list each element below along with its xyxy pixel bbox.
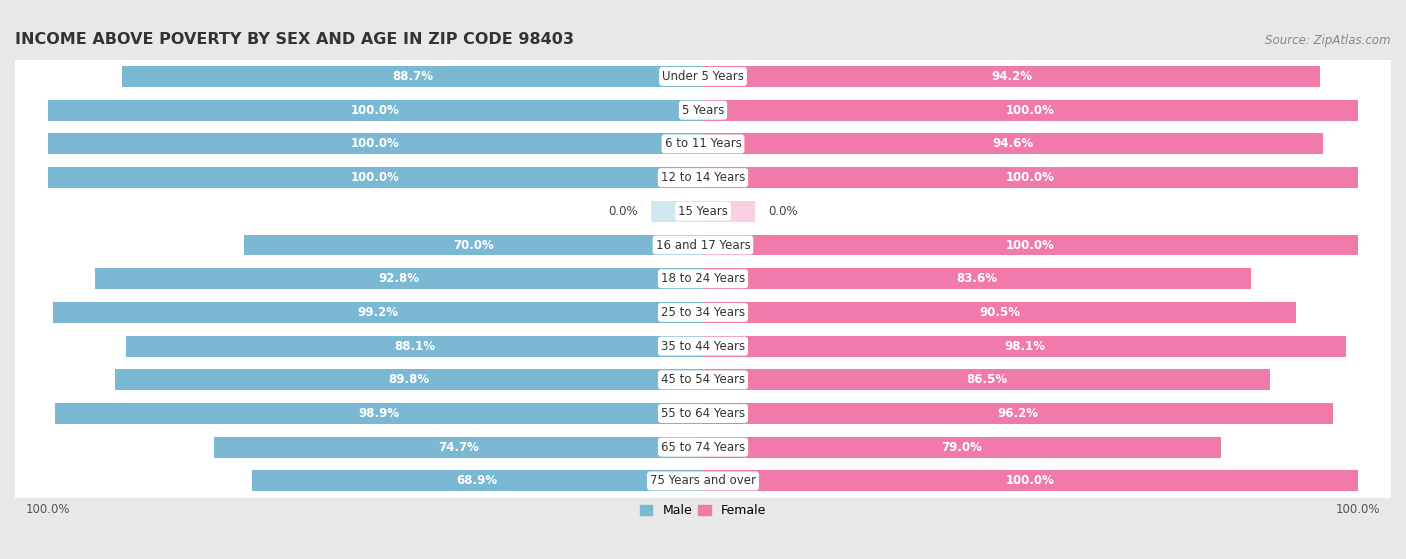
Text: 16 and 17 Years: 16 and 17 Years [655,239,751,252]
Text: 18 to 24 Years: 18 to 24 Years [661,272,745,285]
Text: 98.9%: 98.9% [359,407,399,420]
Bar [214,437,703,458]
Text: 15 Years: 15 Years [678,205,728,218]
Text: 100.0%: 100.0% [1007,171,1054,184]
FancyBboxPatch shape [15,296,1391,329]
Text: 68.9%: 68.9% [457,475,498,487]
Text: 86.5%: 86.5% [966,373,1007,386]
FancyBboxPatch shape [15,127,1391,161]
Text: 90.5%: 90.5% [979,306,1019,319]
FancyBboxPatch shape [15,161,1391,195]
Text: 45 to 54 Years: 45 to 54 Years [661,373,745,386]
Bar [703,201,755,222]
Text: Source: ZipAtlas.com: Source: ZipAtlas.com [1265,34,1391,46]
Bar [96,268,703,289]
Bar [703,437,1220,458]
Text: 100.0%: 100.0% [352,138,399,150]
Text: 55 to 64 Years: 55 to 64 Years [661,407,745,420]
Bar [703,66,1320,87]
Bar [48,167,703,188]
Text: 70.0%: 70.0% [453,239,494,252]
Text: 96.2%: 96.2% [998,407,1039,420]
Bar [48,100,703,121]
Text: 0.0%: 0.0% [607,205,637,218]
Text: 94.2%: 94.2% [991,70,1032,83]
FancyBboxPatch shape [15,363,1391,397]
FancyBboxPatch shape [15,262,1391,296]
Text: 75 Years and over: 75 Years and over [650,475,756,487]
Bar [55,403,703,424]
Text: 88.7%: 88.7% [392,70,433,83]
Bar [252,471,703,491]
Bar [703,369,1270,390]
Text: 12 to 14 Years: 12 to 14 Years [661,171,745,184]
Text: 100.0%: 100.0% [352,171,399,184]
Bar [703,403,1333,424]
Bar [703,235,1358,255]
FancyBboxPatch shape [15,329,1391,363]
Text: 100.0%: 100.0% [1007,475,1054,487]
Bar [651,201,703,222]
FancyBboxPatch shape [15,93,1391,127]
Text: 25 to 34 Years: 25 to 34 Years [661,306,745,319]
FancyBboxPatch shape [15,195,1391,228]
Text: 74.7%: 74.7% [437,440,478,454]
Text: 65 to 74 Years: 65 to 74 Years [661,440,745,454]
Bar [703,268,1251,289]
Bar [115,369,703,390]
Text: 100.0%: 100.0% [352,104,399,117]
Bar [48,134,703,154]
Text: 99.2%: 99.2% [357,306,398,319]
Bar [703,100,1358,121]
FancyBboxPatch shape [15,430,1391,464]
Text: 88.1%: 88.1% [394,340,434,353]
Text: INCOME ABOVE POVERTY BY SEX AND AGE IN ZIP CODE 98403: INCOME ABOVE POVERTY BY SEX AND AGE IN Z… [15,31,574,46]
Bar [703,167,1358,188]
Text: 92.8%: 92.8% [378,272,419,285]
Bar [122,66,703,87]
Text: 35 to 44 Years: 35 to 44 Years [661,340,745,353]
Bar [703,134,1323,154]
FancyBboxPatch shape [15,464,1391,498]
Text: 79.0%: 79.0% [942,440,983,454]
FancyBboxPatch shape [15,60,1391,93]
Text: 5 Years: 5 Years [682,104,724,117]
Text: Under 5 Years: Under 5 Years [662,70,744,83]
Text: 83.6%: 83.6% [956,272,997,285]
Bar [245,235,703,255]
Text: 100.0%: 100.0% [1007,239,1054,252]
Text: 98.1%: 98.1% [1004,340,1045,353]
Bar [53,302,703,323]
FancyBboxPatch shape [15,397,1391,430]
Bar [703,302,1296,323]
Text: 0.0%: 0.0% [769,205,799,218]
Legend: Male, Female: Male, Female [636,499,770,522]
Text: 6 to 11 Years: 6 to 11 Years [665,138,741,150]
Text: 100.0%: 100.0% [1007,104,1054,117]
Text: 94.6%: 94.6% [993,138,1033,150]
FancyBboxPatch shape [15,228,1391,262]
Bar [703,471,1358,491]
Bar [125,335,703,357]
Text: 89.8%: 89.8% [388,373,429,386]
Bar [703,335,1346,357]
